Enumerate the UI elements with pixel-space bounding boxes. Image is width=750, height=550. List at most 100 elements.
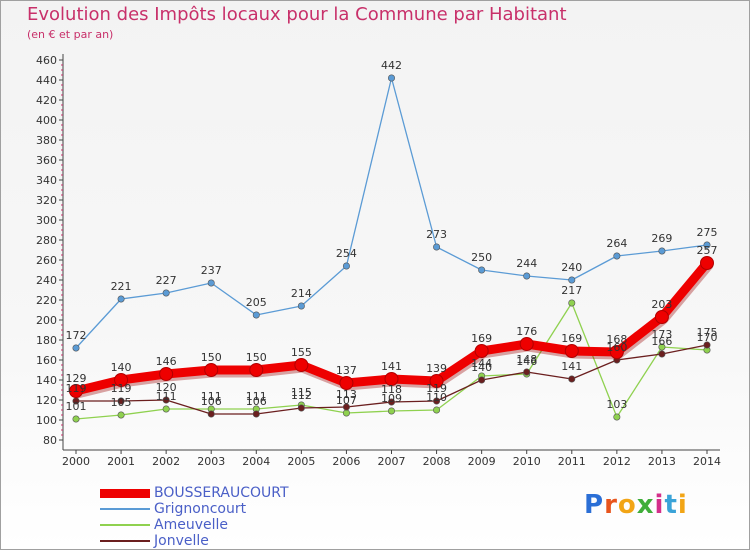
data-label: 140 <box>471 361 492 374</box>
data-point <box>207 410 215 418</box>
data-point <box>72 415 80 423</box>
data-label: 144 <box>471 357 492 370</box>
data-point <box>433 243 441 251</box>
legend-swatch-ameuvelle <box>100 524 150 526</box>
y-tick-label: 140 <box>36 374 57 387</box>
y-tick-label: 380 <box>36 134 57 147</box>
data-label: 257 <box>697 244 718 257</box>
series-line <box>75 77 708 349</box>
data-label: 240 <box>561 261 582 274</box>
data-label: 101 <box>66 400 87 413</box>
data-label: 214 <box>291 287 312 300</box>
brand-letter: x <box>636 490 655 520</box>
brand-letter: r <box>604 490 618 520</box>
data-label: 106 <box>201 395 222 408</box>
data-point <box>478 376 486 384</box>
data-point <box>252 410 260 418</box>
data-label: 172 <box>66 329 87 342</box>
data-point <box>162 405 170 413</box>
data-point <box>342 262 350 270</box>
data-label: 106 <box>246 395 267 408</box>
y-tick-label: 160 <box>36 354 57 367</box>
data-point <box>433 397 441 405</box>
data-point <box>700 256 714 270</box>
data-point <box>613 413 621 421</box>
data-label: 139 <box>426 362 447 375</box>
y-tick-label: 440 <box>36 74 57 87</box>
brand-letter: t <box>664 490 678 520</box>
x-tick-label: 2002 <box>152 455 180 468</box>
x-tick-label: 2013 <box>648 455 676 468</box>
data-point <box>519 337 534 351</box>
data-point <box>162 396 170 404</box>
data-label: 110 <box>426 391 447 404</box>
y-tick-label: 100 <box>36 414 57 427</box>
data-label: 244 <box>516 257 537 270</box>
legend-swatch-bousseraucourt <box>100 488 150 498</box>
data-label: 169 <box>561 332 582 345</box>
legend-label: Jonvelle <box>154 533 209 549</box>
y-tick-label: 260 <box>36 254 57 267</box>
data-label: 273 <box>426 228 447 241</box>
legend-item-jonvelle: Jonvelle <box>100 533 289 549</box>
chart-title: Evolution des Impôts locaux pour la Comm… <box>27 4 567 25</box>
data-label: 113 <box>336 388 357 401</box>
legend-label: Ameuvelle <box>154 517 228 533</box>
x-tick-label: 2006 <box>332 455 360 468</box>
data-point <box>342 403 350 411</box>
data-point <box>658 343 666 351</box>
data-point <box>117 295 125 303</box>
x-tick-label: 2010 <box>513 455 541 468</box>
x-tick-label: 2012 <box>603 455 631 468</box>
data-point <box>387 407 395 415</box>
data-label: 237 <box>201 264 222 277</box>
data-label: 254 <box>336 247 357 260</box>
data-point <box>564 344 579 358</box>
x-tick-label: 2009 <box>468 455 496 468</box>
data-point <box>342 409 350 417</box>
data-point <box>568 276 576 284</box>
data-label: 269 <box>651 232 672 245</box>
data-label: 170 <box>697 331 718 344</box>
y-tick-label: 180 <box>36 334 57 347</box>
data-label: 175 <box>697 326 718 339</box>
data-point <box>613 252 621 260</box>
data-label: 166 <box>651 335 672 348</box>
y-tick-label: 240 <box>36 274 57 287</box>
x-tick-label: 2001 <box>107 455 135 468</box>
legend-item-ameuvelle: Ameuvelle <box>100 517 289 533</box>
brand-letter: i <box>677 490 688 520</box>
data-label: 169 <box>471 332 492 345</box>
data-label: 173 <box>651 328 672 341</box>
data-point <box>252 311 260 319</box>
data-label: 264 <box>606 237 627 250</box>
data-point <box>207 279 215 287</box>
data-label: 150 <box>246 351 267 364</box>
y-tick-label: 120 <box>36 394 57 407</box>
legend-swatch-jonvelle <box>100 540 150 542</box>
brand-logo: Proxiti <box>584 490 688 520</box>
data-point <box>117 397 125 405</box>
data-label: 115 <box>291 386 312 399</box>
data-label: 146 <box>516 355 537 368</box>
data-point <box>387 74 395 82</box>
y-tick-label: 400 <box>36 114 57 127</box>
data-point <box>294 358 309 372</box>
chart-legend: BOUSSERAUCOURT Grignoncourt Ameuvelle Jo… <box>100 485 289 549</box>
data-label: 119 <box>111 382 132 395</box>
data-label: 137 <box>336 364 357 377</box>
data-point <box>297 404 305 412</box>
data-label: 141 <box>381 360 402 373</box>
data-label: 112 <box>291 389 312 402</box>
data-label: 221 <box>111 280 132 293</box>
data-label: 250 <box>471 251 492 264</box>
chart-subtitle: (en € et par an) <box>27 28 114 41</box>
data-point <box>568 299 576 307</box>
data-point <box>474 344 489 358</box>
data-point <box>69 384 83 398</box>
data-point <box>568 375 576 383</box>
data-label: 105 <box>111 396 132 409</box>
data-label: 120 <box>156 381 177 394</box>
data-point <box>249 363 264 377</box>
y-tick-label: 360 <box>36 154 57 167</box>
